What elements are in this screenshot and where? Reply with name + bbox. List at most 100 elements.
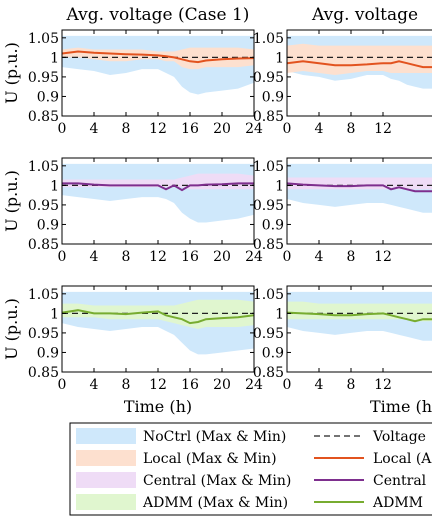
y-tick-label: 0.9 bbox=[262, 217, 284, 233]
x-tick-label: 8 bbox=[122, 377, 131, 393]
x-tick-label: 0 bbox=[58, 377, 67, 393]
control-band bbox=[287, 301, 432, 322]
y-tick-label: 1.05 bbox=[253, 159, 284, 175]
y-tick-label: 1.05 bbox=[28, 31, 59, 47]
legend: NoCtrl (Max & Min) Voltage Local (Max & Mi… bbox=[69, 422, 432, 516]
ylabel: U (p.u.) bbox=[2, 298, 21, 360]
panel-row3-right: 0.85 0.9 0.95 1 1.05 0 4 8 12 bbox=[253, 285, 432, 393]
y-tick-label: 0.95 bbox=[253, 326, 284, 342]
avg-voltage-line bbox=[62, 182, 254, 192]
y-tick-label: 0.95 bbox=[28, 326, 59, 342]
x-tick-label: 8 bbox=[347, 377, 356, 393]
legend-item: ADMM bbox=[314, 495, 423, 511]
x-tick-label: 0 bbox=[58, 249, 67, 265]
y-tick-label: 1 bbox=[50, 306, 59, 322]
xlabel-right: Time (h) bbox=[370, 397, 432, 416]
legend-label: Local (A bbox=[373, 451, 432, 467]
y-tick-label: 0.85 bbox=[253, 365, 284, 381]
legend-label: ADMM bbox=[372, 495, 423, 511]
y-tick-label: 1 bbox=[50, 50, 59, 66]
x-tick-label: 8 bbox=[347, 249, 356, 265]
x-tick-label: 4 bbox=[90, 377, 99, 393]
ylabel: U (p.u.) bbox=[2, 170, 21, 232]
xlabel-left: Time (h) bbox=[124, 397, 192, 416]
legend-label: Voltage bbox=[372, 429, 426, 445]
nocrtl-band bbox=[62, 163, 254, 223]
y-tick-label: 0.95 bbox=[28, 70, 59, 86]
y-tick-label: 0.95 bbox=[28, 198, 59, 214]
y-tick-label: 0.85 bbox=[253, 109, 284, 125]
legend-item: Central bbox=[314, 473, 427, 489]
legend-item: Voltage bbox=[314, 429, 426, 445]
x-tick-label: 4 bbox=[315, 377, 324, 393]
legend-swatch bbox=[76, 428, 136, 444]
x-tick-label: 8 bbox=[122, 249, 131, 265]
legend-label: NoCtrl (Max & Min) bbox=[143, 429, 286, 445]
x-tick-label: 24 bbox=[245, 377, 263, 393]
y-tick-label: 0.95 bbox=[253, 198, 284, 214]
y-tick-label: 0.85 bbox=[28, 237, 59, 253]
x-tick-label: 16 bbox=[181, 121, 199, 137]
legend-swatch bbox=[76, 472, 136, 488]
avg-voltage-line bbox=[287, 182, 432, 193]
legend-swatch bbox=[76, 450, 136, 466]
panel-row2-right: 0.85 0.9 0.95 1 1.05 0 4 8 12 bbox=[253, 157, 432, 265]
control-band bbox=[287, 43, 432, 75]
panel-row2-left: 0.85 0.9 0.95 1 1.05 0 4 8 12 16 20 24 U (p.u.) bbox=[2, 157, 263, 265]
avg-voltage-line bbox=[62, 50, 254, 64]
y-tick-label: 1 bbox=[275, 306, 284, 322]
avg-voltage-line bbox=[62, 309, 254, 325]
x-tick-label: 16 bbox=[181, 377, 199, 393]
y-tick-label: 0.85 bbox=[28, 109, 59, 125]
legend-swatch bbox=[76, 494, 136, 510]
y-tick-label: 1.05 bbox=[253, 287, 284, 303]
x-tick-label: 12 bbox=[149, 377, 167, 393]
y-tick-label: 0.9 bbox=[262, 345, 284, 361]
legend-item: NoCtrl (Max & Min) bbox=[76, 428, 286, 445]
x-tick-label: 20 bbox=[213, 377, 231, 393]
x-tick-label: 24 bbox=[245, 121, 263, 137]
x-tick-label: 0 bbox=[283, 249, 292, 265]
y-tick-label: 0.85 bbox=[253, 237, 284, 253]
avg-voltage-line bbox=[287, 60, 432, 69]
x-tick-label: 12 bbox=[374, 377, 392, 393]
y-tick-label: 0.9 bbox=[37, 345, 59, 361]
x-tick-label: 20 bbox=[213, 249, 231, 265]
x-tick-label: 8 bbox=[122, 121, 131, 137]
legend-label: ADMM (Max & Min) bbox=[142, 495, 288, 511]
x-tick-label: 24 bbox=[245, 249, 263, 265]
y-tick-label: 0.9 bbox=[37, 89, 59, 105]
y-tick-label: 0.85 bbox=[28, 365, 59, 381]
avg-voltage-line bbox=[287, 311, 432, 323]
control-band bbox=[62, 299, 254, 329]
x-tick-label: 0 bbox=[283, 377, 292, 393]
legend-item: ADMM (Max & Min) bbox=[76, 494, 288, 511]
panel-row1-left: 0.85 0.9 0.95 1 1.05 0 4 8 12 16 20 24 U (p.u.) bbox=[2, 29, 263, 137]
y-tick-label: 1.05 bbox=[28, 159, 59, 175]
ylabel: U (p.u.) bbox=[2, 42, 21, 104]
x-tick-label: 8 bbox=[347, 121, 356, 137]
x-tick-label: 4 bbox=[315, 121, 324, 137]
y-tick-label: 0.9 bbox=[37, 217, 59, 233]
x-tick-label: 4 bbox=[90, 121, 99, 137]
x-tick-label: 20 bbox=[213, 121, 231, 137]
panel-row3-left: 0.85 0.9 0.95 1 1.05 0 4 8 12 16 20 24 U (p.u.) bbox=[2, 285, 263, 393]
title-left: Avg. voltage (Case 1) bbox=[66, 5, 250, 25]
y-tick-label: 1 bbox=[275, 50, 284, 66]
control-band bbox=[287, 177, 432, 190]
y-tick-label: 1.05 bbox=[253, 31, 284, 47]
x-tick-label: 0 bbox=[283, 121, 292, 137]
legend-label: Local (Max & Min) bbox=[143, 451, 277, 467]
x-tick-label: 12 bbox=[374, 249, 392, 265]
x-tick-label: 12 bbox=[374, 121, 392, 137]
legend-item: Central (Max & Min) bbox=[76, 472, 291, 489]
legend-item: Local (A bbox=[314, 451, 432, 467]
legend-label: Central bbox=[373, 473, 427, 489]
y-tick-label: 1 bbox=[50, 178, 59, 194]
legend-item: Local (Max & Min) bbox=[76, 450, 277, 467]
y-tick-label: 0.95 bbox=[253, 70, 284, 86]
legend-label: Central (Max & Min) bbox=[143, 473, 291, 489]
y-tick-label: 1 bbox=[275, 178, 284, 194]
